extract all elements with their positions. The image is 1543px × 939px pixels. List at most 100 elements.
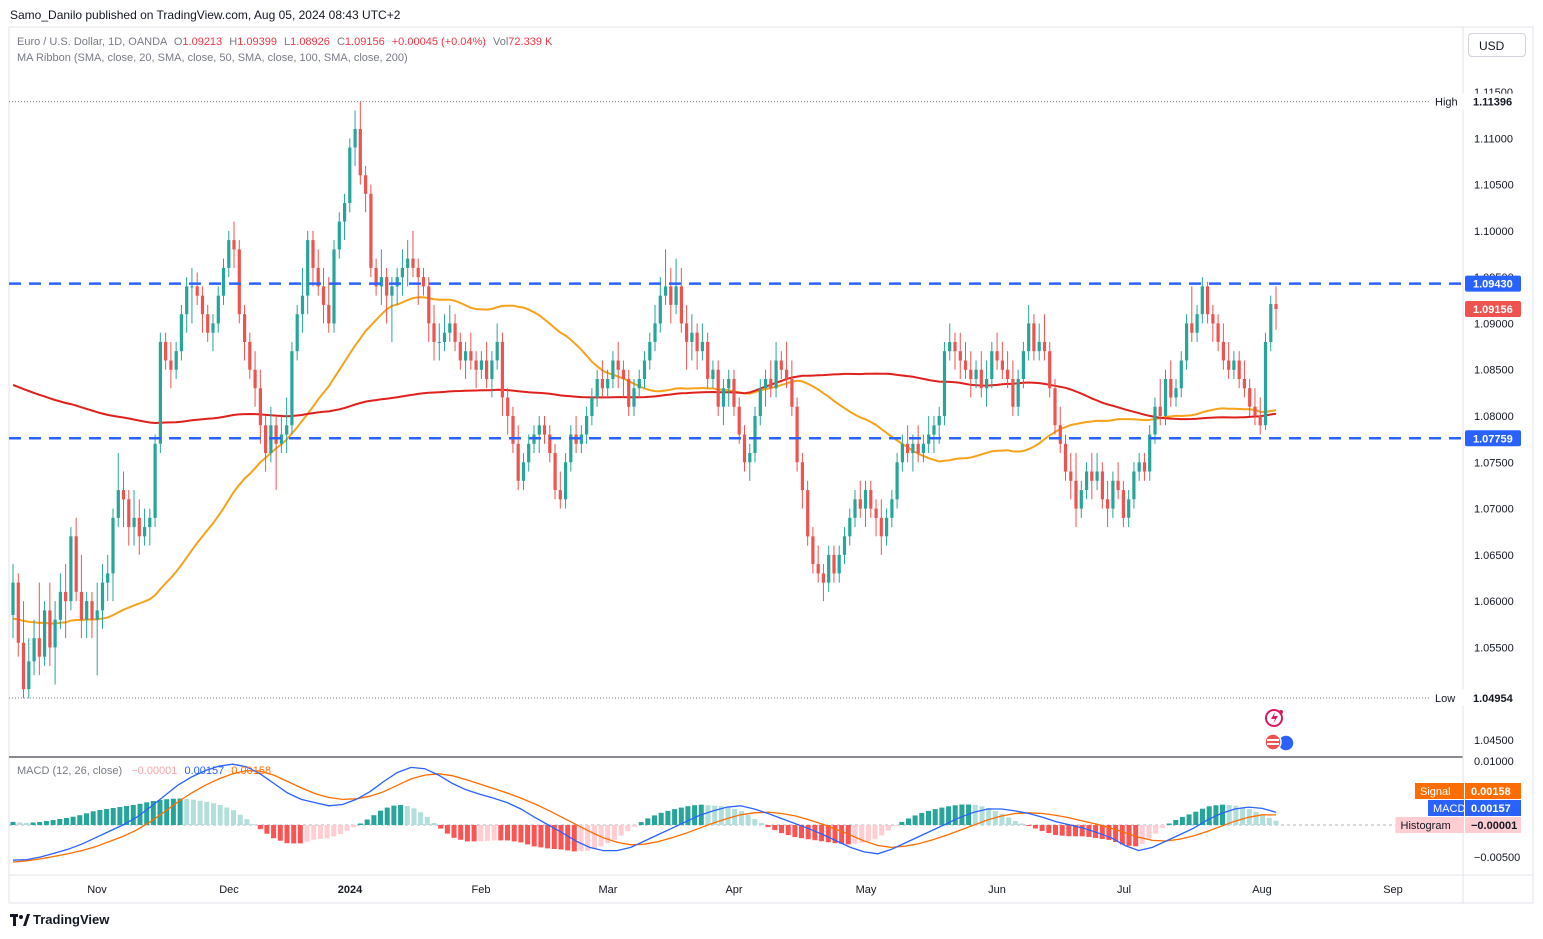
candle-body xyxy=(369,193,373,268)
candle xyxy=(553,443,557,500)
candle-body xyxy=(158,341,162,444)
candle-body xyxy=(1116,480,1120,491)
candle-body xyxy=(37,638,41,657)
footer-brand[interactable]: TradingView xyxy=(10,912,109,927)
macd-histogram-bar xyxy=(1139,825,1145,844)
macd-histogram-bar xyxy=(451,825,457,838)
candle-body xyxy=(137,517,141,537)
macd-histogram-bar xyxy=(505,825,510,841)
macd-histogram-value: −0.00001 xyxy=(131,765,178,777)
candle-body xyxy=(711,369,715,379)
candle-body xyxy=(479,360,483,370)
price-tick-label: 1.04500 xyxy=(1474,735,1514,747)
macd-tick-label: 0.01000 xyxy=(1474,756,1514,768)
candle-body xyxy=(1206,286,1210,315)
candle xyxy=(574,415,578,454)
candle-body xyxy=(95,610,99,620)
candle-body xyxy=(290,351,294,426)
candle xyxy=(764,369,768,407)
candle xyxy=(1158,378,1162,426)
candle-body xyxy=(1121,490,1125,518)
candle-body xyxy=(932,425,936,435)
candle-body xyxy=(1269,304,1273,342)
candle xyxy=(1148,425,1152,481)
macd-histogram-bar xyxy=(752,819,758,825)
candle xyxy=(327,277,331,333)
candle xyxy=(195,272,199,305)
macd-badge-label-bg xyxy=(1415,783,1464,799)
macd-histogram-bar xyxy=(485,825,490,841)
candle-body xyxy=(200,295,205,315)
candle-body xyxy=(679,286,683,324)
candle xyxy=(495,323,499,370)
level-badge-upper-value: 1.09430 xyxy=(1473,279,1513,291)
candle xyxy=(863,480,868,528)
candle xyxy=(153,434,157,528)
macd-signal-line xyxy=(12,769,1277,863)
macd-badge-label-bg xyxy=(1395,817,1464,833)
symbol-title[interactable]: Euro / U.S. Dollar, 1D, OANDA xyxy=(17,36,167,48)
candle xyxy=(911,434,915,472)
candle xyxy=(185,277,189,333)
candle xyxy=(821,564,825,602)
candle-body xyxy=(1237,360,1241,379)
candle xyxy=(53,601,57,685)
macd-histogram-bar xyxy=(344,825,350,831)
candle xyxy=(916,425,920,463)
candle xyxy=(400,249,404,296)
candle xyxy=(90,591,94,639)
macd-histogram-bar xyxy=(1046,825,1052,833)
macd-histogram-bar xyxy=(632,825,637,827)
candle-body xyxy=(69,536,73,602)
candle-body xyxy=(621,369,626,379)
macd-histogram-bar xyxy=(1032,825,1038,829)
candle-body xyxy=(716,369,720,407)
macd-histogram-bar xyxy=(404,806,410,825)
candle-body xyxy=(1153,406,1157,435)
macd-histogram-bar xyxy=(919,812,925,825)
macd-badge-signal: Signal 0.00158 xyxy=(1415,783,1521,799)
candle xyxy=(990,341,994,389)
candle-body xyxy=(153,443,157,518)
candle-body xyxy=(264,425,268,454)
candle-body xyxy=(337,221,341,250)
candle-body xyxy=(1200,286,1204,315)
candle xyxy=(516,425,520,491)
candle-body xyxy=(1058,425,1062,444)
candle-body xyxy=(343,203,347,222)
candle-body xyxy=(195,286,199,296)
macd-histogram-bar xyxy=(164,799,170,825)
candle xyxy=(243,304,247,361)
candle xyxy=(753,406,757,463)
candle-body xyxy=(1016,379,1020,407)
candle xyxy=(1269,295,1273,352)
macd-histogram-bar xyxy=(211,803,216,825)
low-badge-value-bg xyxy=(1465,689,1521,706)
horizontal-levels xyxy=(9,282,1463,440)
candle xyxy=(332,240,336,333)
candle xyxy=(32,619,36,676)
macd-histogram-bar xyxy=(591,825,597,849)
candle xyxy=(432,304,436,361)
candle xyxy=(679,267,683,333)
macd-histogram-bar xyxy=(571,825,577,852)
candle-body xyxy=(1032,323,1036,352)
candle xyxy=(353,110,357,167)
candle-body xyxy=(1169,379,1173,398)
candle xyxy=(132,490,136,546)
event-flash-icon[interactable] xyxy=(1265,709,1283,727)
time-tick-label: Apr xyxy=(725,884,742,896)
macd-title[interactable]: MACD (12, 26, close) xyxy=(17,765,123,777)
ma-ribbon-legend[interactable]: MA Ribbon (SMA, close, 20, SMA, close, 5… xyxy=(17,52,408,64)
candle-body xyxy=(595,379,599,398)
candle xyxy=(806,480,810,546)
candle xyxy=(169,341,173,389)
candle-body xyxy=(979,369,983,389)
currency-button[interactable]: USD xyxy=(1468,33,1526,57)
candle xyxy=(1021,341,1025,389)
candle-body xyxy=(616,360,620,370)
event-economic-flags-icon[interactable] xyxy=(1264,733,1295,752)
level-badge-lower: 1.07759 xyxy=(1465,430,1521,447)
candle-body xyxy=(911,443,915,454)
time-tick-label: Nov xyxy=(87,884,107,896)
